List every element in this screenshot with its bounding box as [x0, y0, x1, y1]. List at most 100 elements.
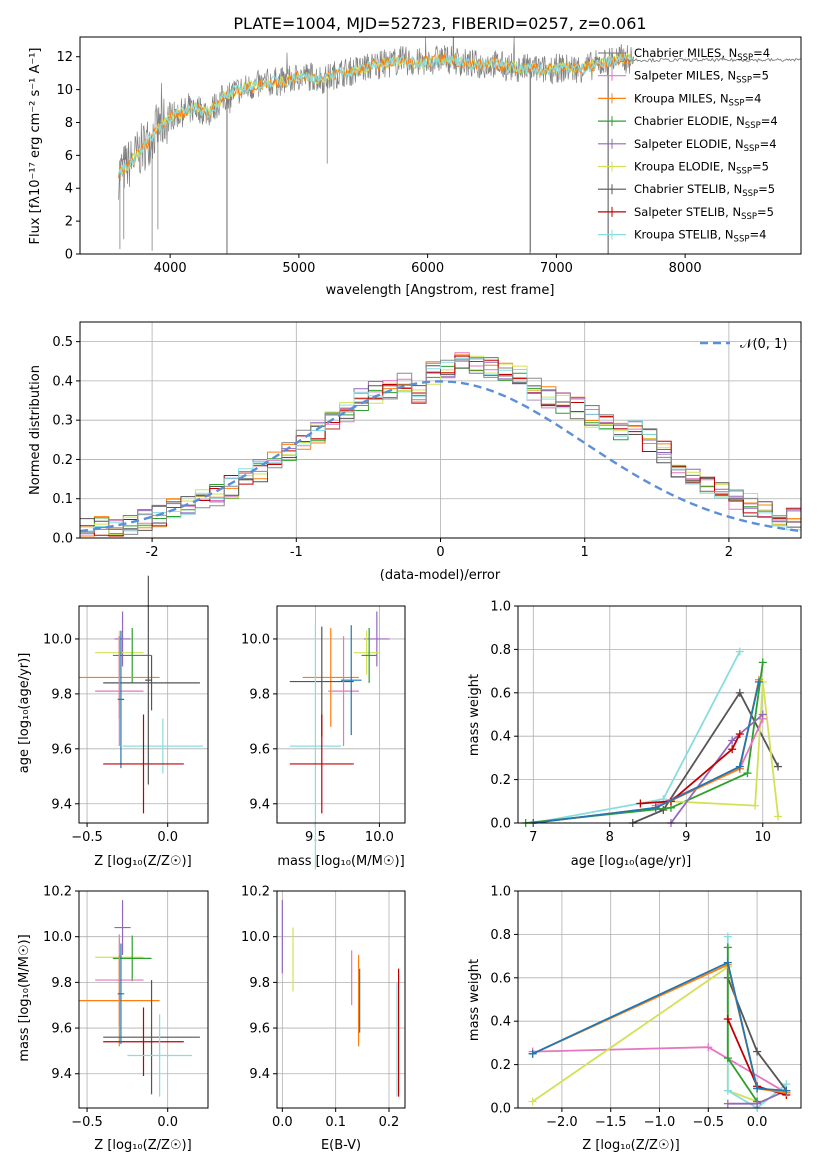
- y-tick-label: 0.4: [490, 1015, 511, 1030]
- y-tick-label: 9.4: [51, 797, 72, 812]
- y-tick-label: 10.0: [241, 632, 270, 647]
- residual-histogram: -2 -1 0 1 2 0.0 0.1 0.2 0.3 0.4 0.5 𝒩(0, 1): [52, 321, 802, 560]
- histograms: [80, 352, 801, 538]
- x-tick-label: 2: [725, 545, 733, 560]
- chart-title: PLATE=1004, MJD=52723, FIBERID=0257, z=0…: [233, 14, 646, 33]
- y-tick-label: 0.8: [490, 643, 511, 658]
- y-tick-label: 0.1: [52, 492, 73, 507]
- x-tick-label: 5000: [282, 261, 315, 276]
- x-tick-label: 8000: [669, 261, 702, 276]
- histogram-series: [80, 357, 801, 538]
- legend-entry: Chabrier STELIB, NSSP=5: [634, 182, 775, 199]
- y-tick-label: 1.0: [490, 600, 511, 615]
- weight-z-xlabel: Z [log₁₀(Z/Z☉)]: [582, 1138, 679, 1153]
- weight-vs-age-plot: 7 8 9 10 0.0 0.2 0.4 0.6 0.8 1.0: [490, 600, 802, 845]
- model-spectrum: [118, 52, 635, 179]
- y-tick-label: 10: [56, 83, 73, 98]
- y-tick-label: 9.8: [249, 976, 270, 991]
- y-tick-label: 0.3: [52, 414, 73, 429]
- legend: Chabrier MILES, NSSP=4 Salpeter MILES, NS…: [598, 46, 778, 245]
- x-tick-label: 0.1: [325, 1115, 346, 1130]
- y-tick-label: 9.6: [249, 742, 270, 757]
- x-tick-label: −0.5: [693, 1115, 725, 1130]
- x-tick-label: 0: [436, 545, 444, 560]
- y-tick-label: 4: [65, 182, 73, 197]
- legend-entry: Kroupa ELODIE, NSSP=5: [634, 160, 769, 177]
- mass-vs-ebv-plot: 0.0 0.1 0.2 9.4 9.6 9.8 10.0 10.2: [241, 885, 406, 1130]
- age-z-xlabel: Z [log₁₀(Z/Z☉)]: [94, 854, 191, 869]
- y-tick-label: 9.6: [51, 742, 72, 757]
- gaussian-curve: [80, 380, 801, 533]
- histogram-series: [80, 360, 801, 538]
- x-tick-label: −1.0: [644, 1115, 676, 1130]
- x-tick-label: 6000: [411, 261, 444, 276]
- legend-entry: Salpeter MILES, NSSP=5: [634, 69, 769, 86]
- mass-ebv-xlabel: E(B-V): [321, 1138, 361, 1153]
- y-tick-label: 9.4: [249, 1067, 270, 1082]
- y-tick-label: 10.0: [241, 930, 270, 945]
- y-tick-label: 12: [56, 50, 73, 65]
- y-tick-label: 9.8: [51, 976, 72, 991]
- spectrum-tail: [620, 57, 801, 63]
- x-tick-label: 0.2: [379, 1115, 400, 1130]
- y-tick-label: 0.0: [490, 1102, 511, 1117]
- y-tick-label: 0.6: [490, 971, 511, 986]
- x-tick-label: 0.0: [272, 1115, 293, 1130]
- legend-entry: Salpeter ELODIE, NSSP=4: [634, 137, 777, 154]
- weight-vs-metallicity-plot: −2.0 −1.5 −1.0 −0.5 0.0 0.0 0.2 0.4 0.6 0.8 1.0: [490, 885, 802, 1130]
- y-tick-label: 9.8: [51, 687, 72, 702]
- x-tick-label: 8: [606, 830, 614, 845]
- y-tick-label: 0.4: [52, 374, 73, 389]
- legend-entry: Chabrier MILES, NSSP=4: [634, 46, 770, 63]
- x-tick-label: -2: [146, 545, 159, 560]
- age-z-ylabel: age [log₁₀(age/yr)]: [17, 653, 32, 774]
- y-tick-label: 0.2: [490, 773, 511, 788]
- y-tick-label: 2: [65, 215, 73, 230]
- legend-entry: Kroupa MILES, NSSP=4: [634, 91, 761, 108]
- age-vs-metallicity-plot: −0.5 0.0 9.4 9.6 9.8 10.0: [43, 575, 209, 845]
- y-tick-label: 6: [65, 149, 73, 164]
- x-tick-label: 7000: [540, 261, 573, 276]
- x-tick-label: 0.0: [157, 1115, 178, 1130]
- x-tick-label: 4000: [154, 261, 187, 276]
- y-tick-label: 0.0: [490, 817, 511, 832]
- y-tick-label: 0.4: [490, 730, 511, 745]
- mass-weight-series: [533, 681, 760, 824]
- y-tick-label: 9.8: [249, 687, 270, 702]
- y-tick-label: 9.4: [249, 797, 270, 812]
- weight-z-ylabel: mass weight: [467, 959, 482, 1041]
- legend-entry: Chabrier ELODIE, NSSP=4: [634, 114, 778, 131]
- weight-age-xlabel: age [log₁₀(age/yr)]: [571, 854, 692, 869]
- mass-weight-series: [670, 713, 764, 824]
- legend-entry: Kroupa STELIB, NSSP=4: [634, 228, 766, 245]
- mass-weight-series: [532, 965, 758, 1103]
- x-tick-label: −0.5: [71, 1115, 103, 1130]
- x-tick-label: -1: [290, 545, 303, 560]
- y-tick-label: 9.4: [51, 1067, 72, 1082]
- weight-age-ylabel: mass weight: [467, 674, 482, 756]
- residual-ylabel: Normed distribution: [28, 365, 43, 495]
- mass-z-ylabel: mass [log₁₀(M/M☉)]: [17, 934, 32, 1061]
- x-tick-label: 1: [581, 545, 589, 560]
- age-vs-mass-plot: 9.5 10.09.49.69.810.0: [241, 605, 406, 870]
- mass-weight-series: [670, 681, 779, 817]
- y-tick-label: 0: [65, 248, 73, 263]
- spectrum-ylabel: Flux [fλ10⁻¹⁷ erg cm⁻² s⁻¹ A⁻¹]: [28, 48, 43, 245]
- x-tick-label: 9: [682, 830, 690, 845]
- y-tick-label: 0.5: [52, 335, 73, 350]
- observed-spectrum: [118, 37, 634, 200]
- y-tick-label: 9.6: [51, 1022, 72, 1037]
- x-tick-label: 0.0: [747, 1115, 768, 1130]
- mass-vs-metallicity-plot: −0.5 0.0 9.4 9.6 9.8 10.0 10.2: [43, 885, 209, 1130]
- x-tick-label: −0.5: [71, 830, 103, 845]
- y-tick-label: 1.0: [490, 885, 511, 900]
- axes-frame: [79, 36, 802, 255]
- spectrum-lines: [118, 37, 801, 254]
- spectrum-xlabel: wavelength [Angstrom, rest frame]: [326, 283, 555, 298]
- x-tick-label: 10.0: [365, 830, 394, 845]
- y-tick-label: 10.2: [43, 885, 72, 900]
- x-tick-label: 10: [754, 830, 771, 845]
- x-tick-label: −1.5: [595, 1115, 627, 1130]
- axes-frame: [517, 890, 802, 1109]
- model-spectrum: [118, 53, 635, 175]
